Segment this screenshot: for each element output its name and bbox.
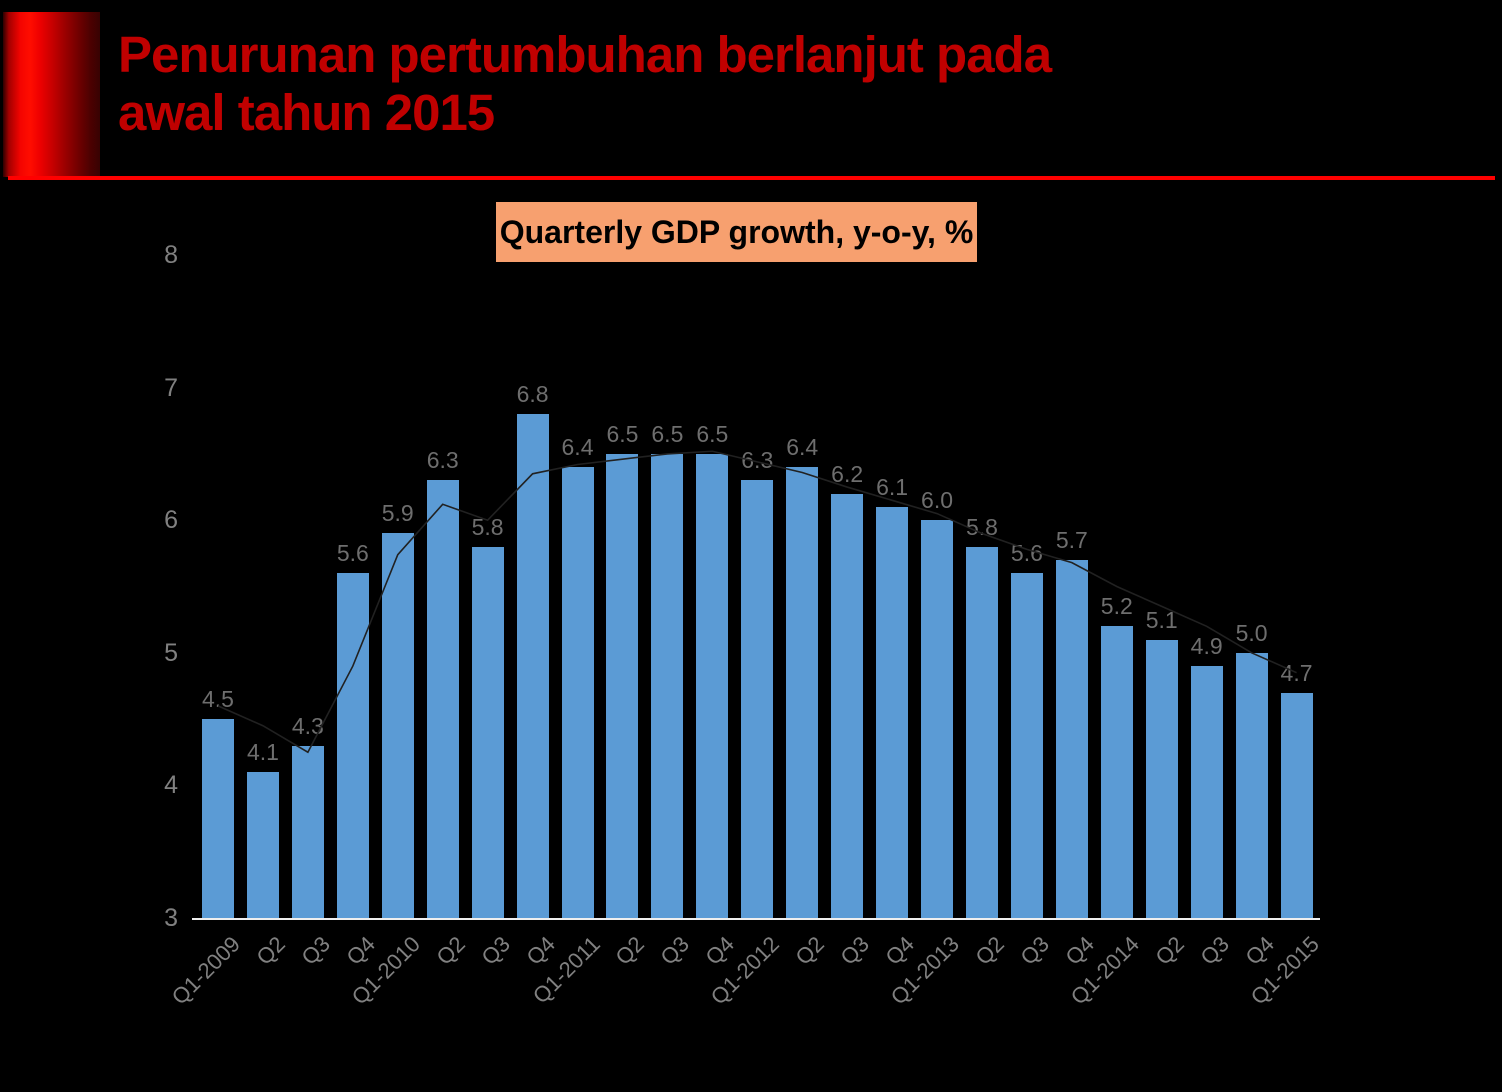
bar bbox=[202, 719, 234, 918]
bar bbox=[786, 467, 819, 918]
bar bbox=[876, 506, 909, 918]
bar bbox=[1010, 573, 1043, 918]
bar bbox=[741, 480, 774, 918]
bar-value-label: 4.5 bbox=[202, 686, 234, 713]
bar-value-label: 6.5 bbox=[651, 420, 684, 447]
bar-value-label: 5.8 bbox=[965, 513, 998, 540]
bar bbox=[696, 453, 729, 918]
bar bbox=[516, 414, 549, 918]
bar bbox=[561, 467, 594, 918]
bar-value-label: 6.3 bbox=[741, 447, 774, 474]
bar bbox=[291, 745, 324, 918]
bar-value-label: 6.8 bbox=[516, 381, 549, 408]
bar-value-label: 6.3 bbox=[426, 447, 459, 474]
bar bbox=[831, 493, 864, 918]
slide-title: Penurunan pertumbuhan berlanjut pada awa… bbox=[118, 26, 1448, 142]
bar-value-label: 4.9 bbox=[1190, 633, 1223, 660]
bar bbox=[426, 480, 459, 918]
chart-title-badge: Quarterly GDP growth, y-o-y, % bbox=[496, 202, 977, 262]
bar-value-label: 4.1 bbox=[246, 739, 279, 766]
bar-value-label: 5.0 bbox=[1235, 619, 1268, 646]
bar-value-label: 6.2 bbox=[831, 460, 864, 487]
x-axis-line bbox=[192, 918, 1320, 920]
red-accent-bar bbox=[3, 12, 100, 177]
y-axis-tick-label: 4 bbox=[164, 771, 178, 800]
bar-value-label: 6.1 bbox=[876, 473, 909, 500]
bar-value-label: 6.4 bbox=[786, 434, 819, 461]
y-axis-tick-label: 7 bbox=[164, 373, 178, 402]
bar-value-label: 6.5 bbox=[606, 420, 639, 447]
bar-value-label: 4.3 bbox=[291, 712, 324, 739]
bar bbox=[1190, 666, 1223, 918]
title-underline-rule bbox=[8, 176, 1495, 180]
bar-value-label: 6.4 bbox=[561, 434, 594, 461]
slide-title-line-1: Penurunan pertumbuhan berlanjut pada bbox=[118, 26, 1052, 83]
bar bbox=[381, 533, 414, 918]
bar bbox=[246, 772, 279, 918]
bar bbox=[606, 453, 639, 918]
bar bbox=[1235, 652, 1268, 918]
bar-value-label: 6.5 bbox=[696, 420, 729, 447]
bar-value-label: 5.6 bbox=[336, 540, 369, 567]
bar bbox=[1055, 559, 1088, 918]
bar bbox=[921, 520, 954, 918]
bar-value-label: 5.7 bbox=[1055, 526, 1088, 553]
y-axis-tick-label: 6 bbox=[164, 506, 178, 535]
bar-value-label: 5.2 bbox=[1100, 593, 1133, 620]
bar bbox=[471, 546, 504, 918]
y-axis-tick-label: 8 bbox=[164, 241, 178, 269]
bar bbox=[336, 573, 369, 918]
bar bbox=[1100, 626, 1133, 918]
bar-value-label: 6.0 bbox=[921, 487, 954, 514]
bar-value-label: 5.8 bbox=[471, 513, 504, 540]
bar bbox=[651, 453, 684, 918]
bar bbox=[965, 546, 998, 918]
bar-value-label: 5.9 bbox=[381, 500, 414, 527]
bar bbox=[1280, 692, 1313, 918]
bar bbox=[1145, 639, 1178, 918]
y-axis-tick-label: 3 bbox=[164, 904, 178, 932]
slide-title-line-2: awal tahun 2015 bbox=[118, 84, 495, 142]
y-axis-tick-label: 5 bbox=[164, 638, 178, 667]
